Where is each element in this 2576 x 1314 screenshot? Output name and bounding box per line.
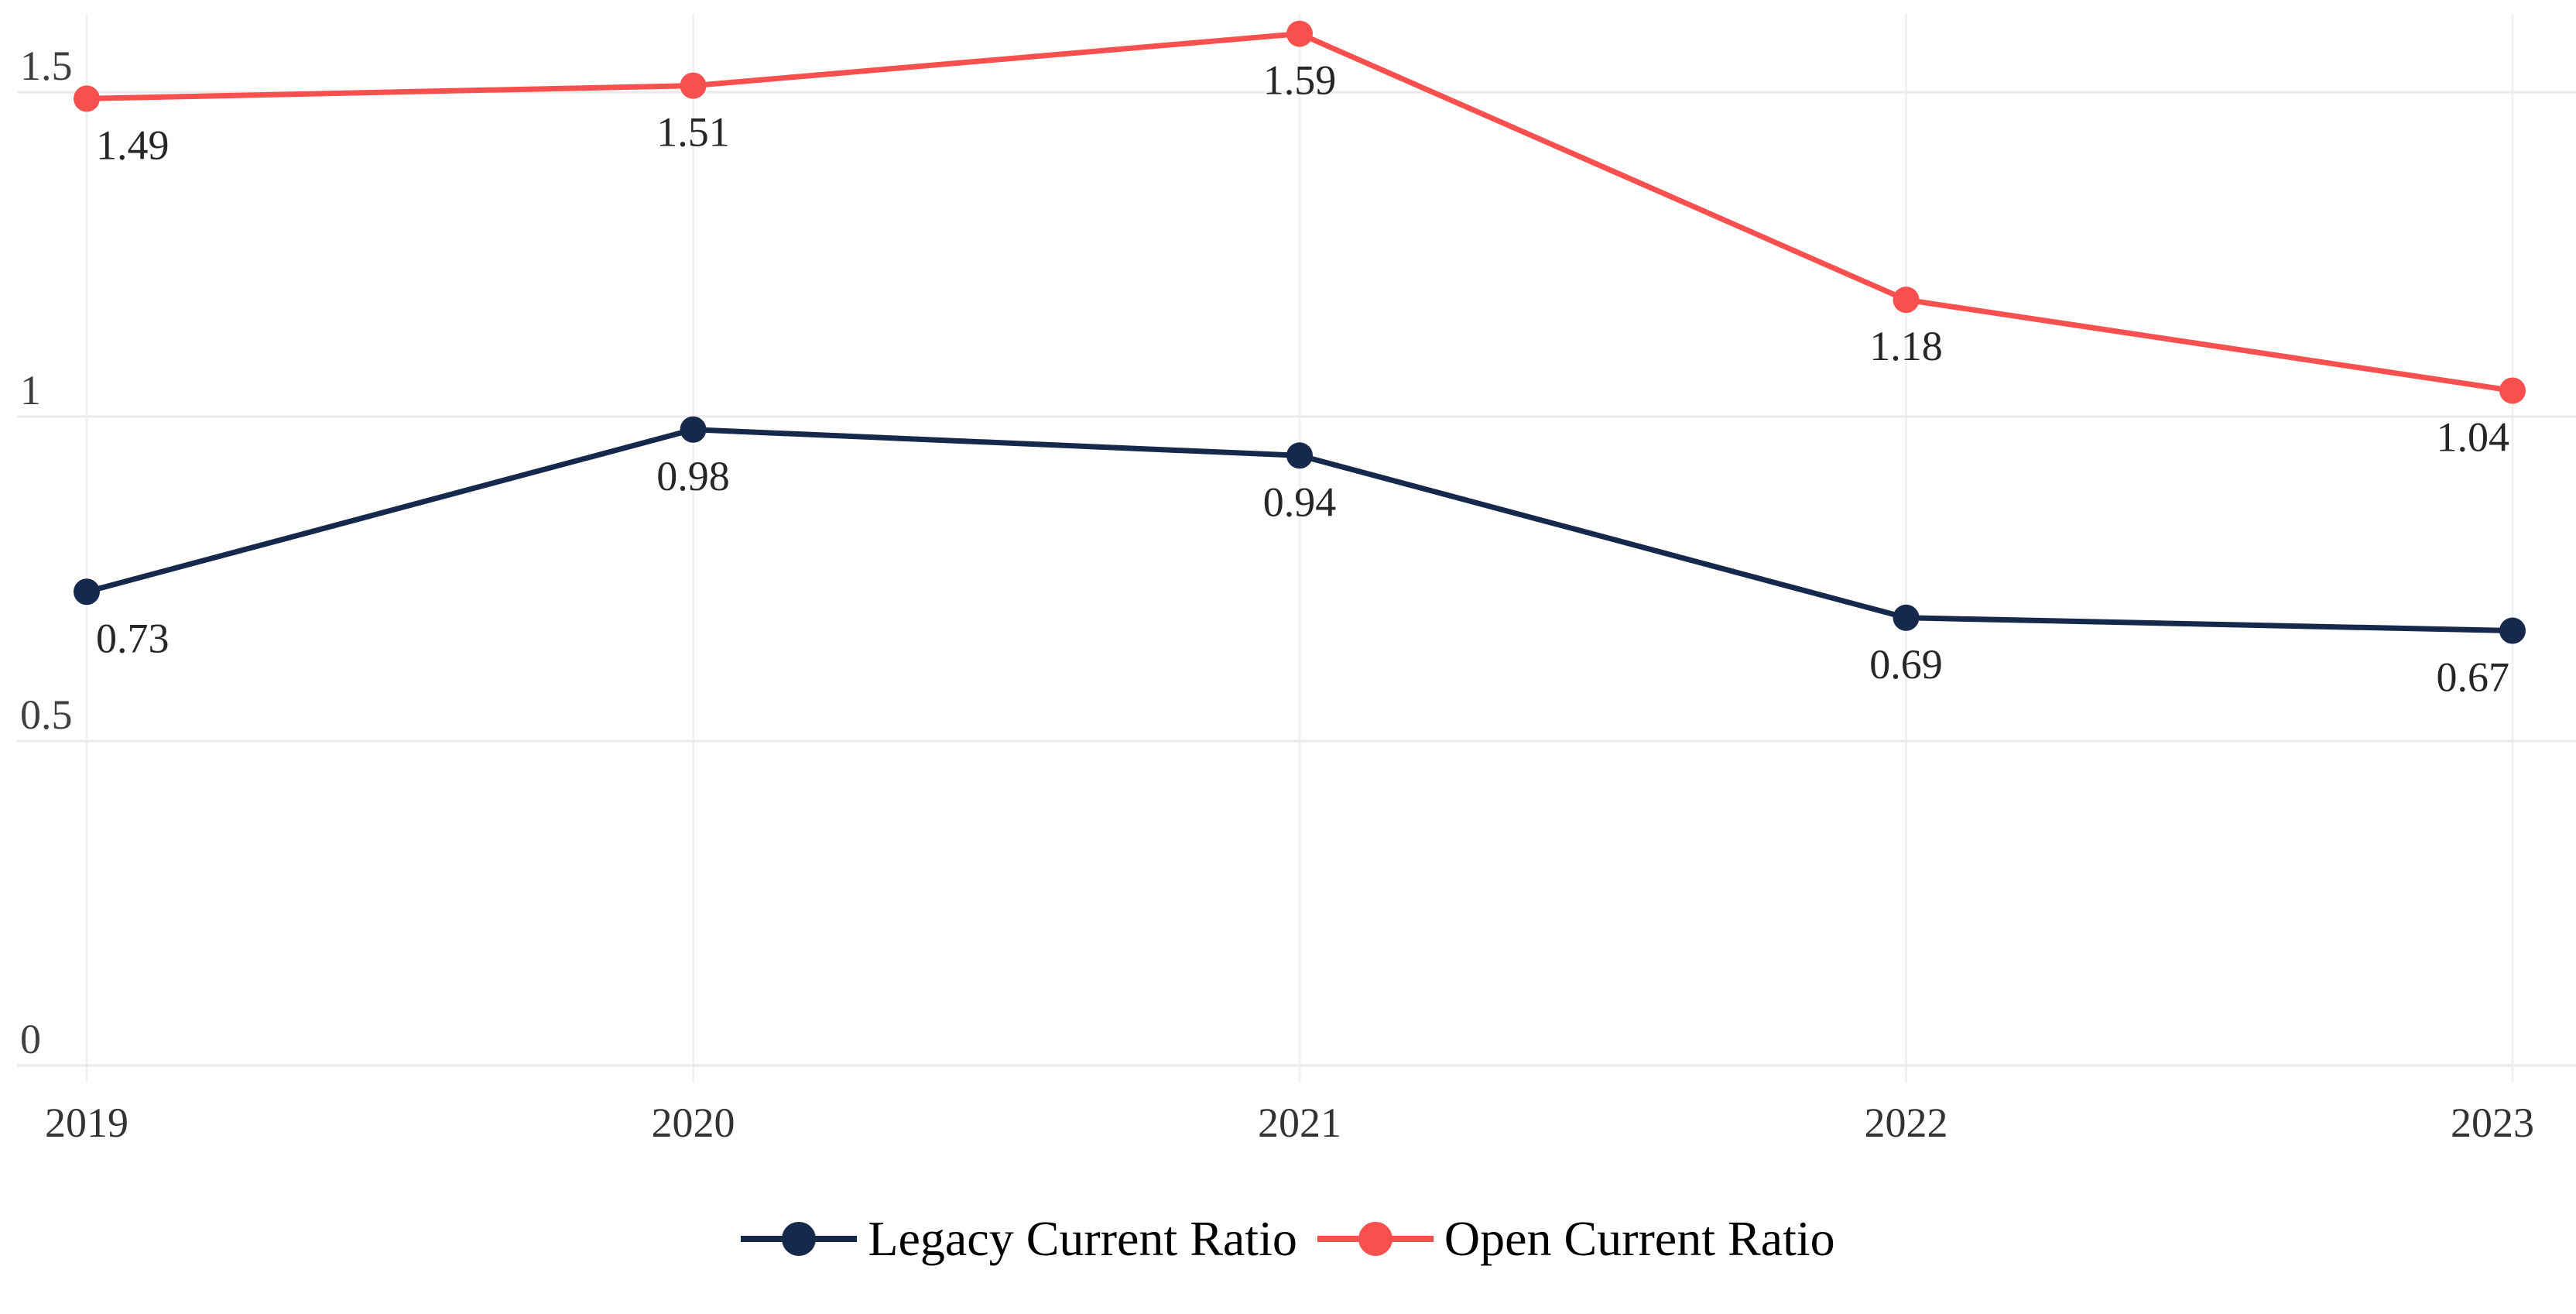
y-axis-tick-label: 1 — [20, 367, 41, 413]
x-axis-tick-label-2020: 2020 — [652, 1100, 735, 1146]
x-axis-tick-label-2022: 2022 — [1865, 1100, 1948, 1146]
x-axis-tick-label-2019: 2019 — [45, 1100, 128, 1146]
data-point-label: 0.98 — [656, 453, 730, 499]
data-point-label: 0.67 — [2437, 654, 2510, 701]
data-point-label: 1.04 — [2437, 413, 2510, 460]
data-point-label: 1.59 — [1263, 57, 1337, 104]
legend-line-dot-marker — [1317, 1222, 1434, 1256]
legend-label-open: Open Current Ratio — [1444, 1211, 1835, 1266]
y-axis-tick-label: 0 — [20, 1016, 41, 1062]
data-point — [1893, 604, 1920, 631]
data-point-label: 0.94 — [1263, 479, 1337, 525]
data-point — [74, 578, 100, 606]
legend-dot-icon — [1358, 1222, 1392, 1256]
legend-dot-icon — [782, 1222, 817, 1256]
legend-line-dot-marker — [741, 1222, 858, 1256]
data-point — [1286, 442, 1313, 469]
x-axis-tick-label-2023: 2023 — [2451, 1100, 2534, 1146]
data-point — [74, 85, 100, 112]
data-point-label: 1.51 — [656, 109, 730, 156]
data-point — [2499, 617, 2526, 644]
data-point-label: 1.18 — [1869, 323, 1943, 369]
data-point-label: 0.73 — [96, 615, 170, 661]
data-point — [680, 416, 707, 443]
line-chart-canvas: 0 0.5 1 1.5 2019 2020 2021 2022 2023 0.73 0.98 0.94… — [17, 14, 2576, 1146]
y-axis-tick-label: 0.5 — [20, 691, 73, 738]
data-point-label: 1.49 — [96, 122, 170, 168]
data-point — [680, 72, 707, 99]
legend-label-legacy: Legacy Current Ratio — [868, 1211, 1297, 1266]
data-point — [2499, 377, 2526, 404]
y-axis-tick-label: 1.5 — [20, 43, 73, 89]
legend-item-legacy-current-ratio: Legacy Current Ratio — [741, 1214, 1297, 1264]
data-point-label: 0.69 — [1869, 641, 1943, 688]
data-point — [1893, 286, 1920, 314]
legend-item-open-current-ratio: Open Current Ratio — [1317, 1214, 1835, 1264]
data-point — [1286, 20, 1313, 47]
x-axis-tick-label-2021: 2021 — [1258, 1100, 1341, 1146]
chart-legend: Legacy Current Ratio Open Current Ratio — [0, 1214, 2576, 1264]
